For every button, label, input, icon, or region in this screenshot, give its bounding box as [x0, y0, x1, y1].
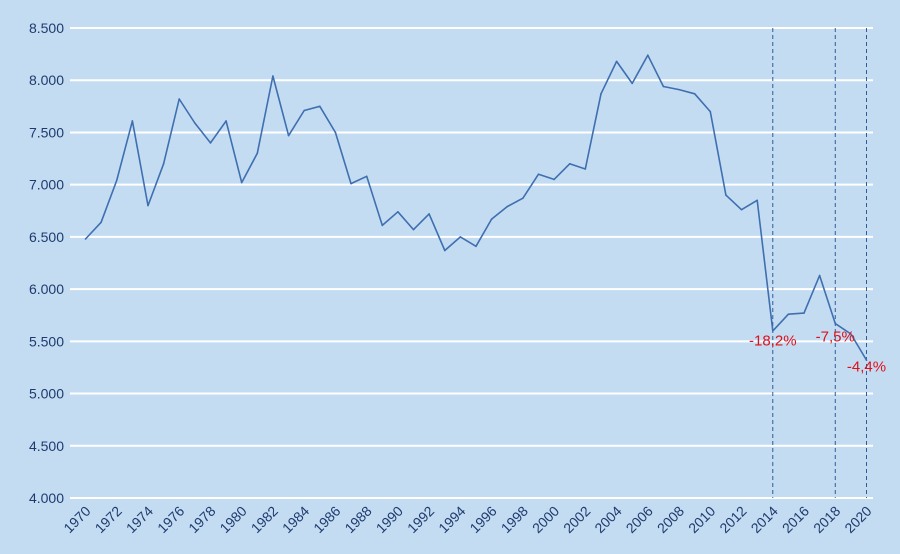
data-point	[506, 205, 509, 208]
y-tick-label: 5.000	[29, 386, 64, 402]
data-point	[693, 93, 696, 95]
data-point	[365, 175, 368, 178]
data-point	[319, 105, 321, 108]
data-point	[115, 179, 118, 182]
data-point	[287, 134, 290, 137]
data-point	[771, 330, 774, 332]
data-point	[600, 93, 602, 95]
data-point	[194, 122, 196, 124]
data-point	[209, 142, 212, 144]
y-tick-label: 4.000	[29, 490, 64, 506]
data-point	[584, 168, 587, 170]
data-point	[350, 182, 352, 185]
data-point	[537, 173, 540, 176]
y-axis-tick-labels: 4.000 4.500 5.000 5.500 6.000 6.500 7.000 7.500…	[29, 20, 64, 506]
y-tick-label: 5.500	[29, 333, 64, 349]
data-point	[475, 245, 477, 248]
data-point	[162, 162, 165, 165]
data-point	[553, 178, 555, 181]
data-point	[428, 213, 430, 215]
y-tick-label: 6.000	[29, 281, 64, 297]
data-point	[818, 274, 821, 277]
data-point	[490, 218, 493, 220]
data-point	[865, 359, 868, 361]
gridlines	[70, 27, 873, 499]
data-point	[834, 322, 837, 325]
y-tick-label: 7.000	[29, 177, 64, 193]
data-point	[178, 98, 181, 100]
change-annotation: -4,4%	[847, 359, 886, 376]
data-point	[256, 152, 259, 155]
data-point	[240, 181, 243, 184]
data-point	[787, 313, 790, 315]
change-annotation: -7,5%	[816, 328, 855, 345]
data-point	[303, 109, 305, 112]
data-point	[84, 238, 87, 240]
data-point	[850, 333, 852, 335]
data-point	[459, 236, 462, 238]
y-tick-label: 8.500	[29, 20, 64, 36]
data-point	[709, 110, 712, 113]
data-point	[662, 85, 665, 88]
data-point	[381, 224, 384, 227]
data-point	[147, 204, 149, 207]
y-tick-label: 8.000	[29, 72, 64, 88]
data-point	[225, 120, 227, 122]
reference-lines	[772, 28, 867, 498]
data-point	[272, 75, 274, 77]
y-tick-label: 7.500	[29, 124, 64, 140]
data-point	[334, 131, 337, 134]
data-point	[397, 211, 399, 213]
data-point	[412, 228, 415, 231]
y-tick-label: 6.500	[29, 229, 64, 245]
change-annotation: -18,2%	[749, 333, 797, 350]
y-tick-label: 4.500	[29, 438, 64, 454]
data-point	[678, 88, 680, 91]
annotations: -18,2% -7,5% -4,4%	[749, 328, 886, 375]
data-point	[568, 162, 571, 165]
data-point	[803, 312, 805, 314]
series-group	[84, 54, 868, 361]
data-point	[100, 221, 102, 224]
data-point	[522, 197, 524, 200]
data-point	[443, 249, 446, 252]
data-point	[740, 208, 743, 211]
data-point	[615, 60, 618, 63]
data-point	[725, 194, 727, 196]
data-point	[631, 82, 633, 85]
data-point	[131, 120, 134, 122]
data-point	[647, 54, 649, 56]
data-point	[756, 199, 758, 202]
